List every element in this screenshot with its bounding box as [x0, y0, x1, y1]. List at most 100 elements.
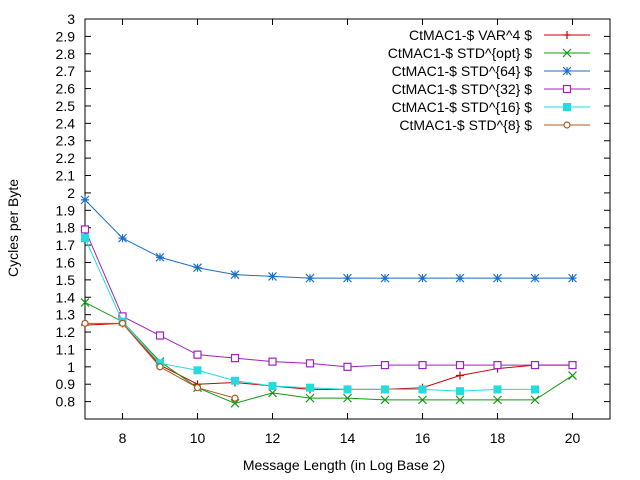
data-point: [268, 357, 277, 366]
series-6: [81, 319, 239, 402]
legend-entry: CtMAC1-$ VAR^4 $: [409, 27, 590, 43]
y-tick-label: 2.9: [56, 28, 76, 44]
data-point: [381, 385, 389, 394]
y-tick-label: 2: [67, 185, 75, 201]
x-tick-label: 14: [340, 430, 356, 446]
data-point: [568, 371, 577, 380]
data-point: [493, 360, 502, 370]
legend-entry: CtMAC1-$ STD^{8} $: [399, 117, 590, 133]
data-point: [80, 195, 90, 205]
data-point: [418, 395, 427, 405]
legend-label: CtMAC1-$ STD^{8} $: [399, 117, 532, 133]
y-tick-label: 1.6: [56, 254, 76, 270]
data-point: [193, 384, 202, 392]
data-point: [268, 271, 277, 281]
y-tick-label: 2.1: [56, 168, 76, 184]
data-point: [530, 395, 540, 405]
data-point: [305, 393, 315, 403]
data-point: [118, 233, 127, 243]
data-point: [531, 385, 539, 394]
data-point: [118, 319, 127, 327]
series-line: [84, 237, 535, 392]
y-tick-label: 2.5: [56, 98, 76, 114]
series-2: [80, 298, 577, 408]
y-tick-label: 0.8: [56, 394, 76, 410]
x-tick-label: 12: [265, 430, 281, 446]
y-tick-label: 2.8: [56, 46, 76, 62]
series-line: [84, 199, 573, 279]
data-point: [455, 395, 465, 405]
data-point: [80, 225, 90, 234]
y-tick-label: 2.2: [56, 150, 76, 166]
data-point: [81, 234, 89, 243]
legend-entry: CtMAC1-$ STD^{32} $: [392, 81, 590, 97]
y-tick-label: 1.5: [56, 272, 76, 288]
data-point: [305, 359, 315, 368]
data-point: [493, 273, 502, 283]
data-point: [230, 398, 240, 408]
data-point: [418, 273, 427, 283]
legend-entry: CtMAC1-$ STD^{64} $: [392, 63, 590, 79]
data-point: [80, 298, 90, 307]
data-point: [81, 319, 89, 327]
data-point: [563, 103, 571, 111]
x-axis-label: Message Length (in Log Base 2): [243, 457, 445, 473]
data-point: [268, 381, 277, 390]
data-point: [380, 395, 390, 405]
series-line: [84, 302, 573, 404]
y-tick-label: 3: [67, 11, 75, 27]
data-point: [562, 66, 572, 76]
x-tick-label: 18: [490, 430, 506, 446]
data-point: [418, 385, 427, 394]
data-point: [156, 363, 164, 371]
legend: CtMAC1-$ VAR^4 $ CtMAC1-$ STD^{opt} $ CtMA…: [388, 27, 590, 133]
data-point: [231, 394, 239, 402]
x-tick-label: 16: [415, 430, 431, 446]
data-point: [193, 366, 202, 375]
y-tick-label: 2.6: [56, 81, 76, 97]
y-tick-label: 2.4: [56, 115, 76, 131]
y-tick-label: 1.1: [56, 341, 76, 357]
x-tick-label: 8: [119, 430, 127, 446]
series-5: [81, 234, 539, 396]
data-point: [343, 273, 352, 283]
legend-label: CtMAC1-$ STD^{64} $: [392, 63, 533, 79]
data-point: [343, 362, 352, 371]
data-point: [562, 84, 572, 94]
data-point: [563, 121, 571, 129]
series-layer: [80, 195, 577, 408]
legend-entry: CtMAC1-$ STD^{16} $: [392, 99, 590, 115]
legend-label: CtMAC1-$ STD^{16} $: [392, 99, 533, 115]
y-tick-label: 1: [67, 359, 75, 375]
data-point: [493, 395, 502, 405]
y-tick-label: 1.2: [56, 324, 76, 340]
series-4: [80, 225, 577, 371]
series-line: [84, 229, 573, 368]
data-point: [568, 273, 577, 283]
series-3: [80, 195, 577, 283]
data-point: [568, 360, 577, 370]
y-tick-label: 1.7: [56, 237, 76, 253]
y-tick-label: 0.9: [56, 376, 76, 392]
data-point: [306, 383, 314, 392]
x-tick-label: 20: [565, 430, 581, 446]
data-point: [343, 393, 352, 403]
data-point: [530, 360, 540, 370]
axis-ticks: 0.8 0.91 1.11.21.3 1.41.5 1.61.71.8 1.922.1 2.…: [56, 11, 610, 446]
data-point: [155, 331, 165, 340]
y-axis-label: Cycles per Byte: [5, 179, 21, 277]
y-tick-label: 1.3: [56, 307, 76, 323]
data-point: [193, 350, 202, 359]
data-point: [562, 48, 572, 58]
data-point: [456, 371, 464, 380]
data-point: [380, 273, 390, 283]
data-point: [380, 360, 390, 370]
data-point: [305, 273, 315, 283]
data-point: [231, 376, 239, 385]
data-point: [530, 273, 540, 283]
data-point: [493, 385, 502, 394]
data-point: [268, 388, 277, 398]
legend-label: CtMAC1-$ STD^{opt} $: [388, 45, 533, 61]
legend-label: CtMAC1-$ VAR^4 $: [409, 27, 532, 43]
